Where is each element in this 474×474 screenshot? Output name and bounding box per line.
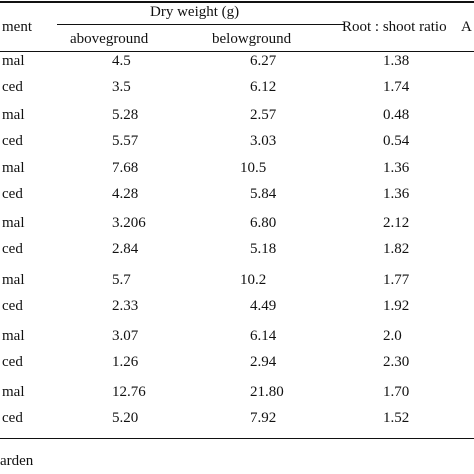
aboveground-cell: 4.5 bbox=[112, 53, 131, 69]
belowground-cell: 6.27 bbox=[250, 53, 277, 69]
bottom-rule bbox=[0, 438, 474, 439]
treatment-cell: mal bbox=[2, 272, 25, 288]
dry-weight-header: Dry weight (g) bbox=[150, 4, 240, 20]
ratio-cell: 1.92 bbox=[383, 298, 410, 314]
treatment-cell: ced bbox=[2, 241, 23, 257]
belowground-cell: 6.14 bbox=[250, 328, 277, 344]
ratio-cell: 1.38 bbox=[383, 53, 410, 69]
belowground-cell: 6.80 bbox=[250, 215, 277, 231]
treatment-cell: mal bbox=[2, 53, 25, 69]
aboveground-header: aboveground bbox=[70, 31, 149, 47]
aboveground-cell: 2.33 bbox=[112, 298, 139, 314]
treatment-cell: ced bbox=[2, 298, 23, 314]
extra-header: A bbox=[461, 19, 472, 35]
header-rule bbox=[0, 51, 474, 52]
aboveground-cell: 2.84 bbox=[112, 241, 139, 257]
ratio-cell: 1.70 bbox=[383, 384, 410, 400]
top-rule bbox=[0, 1, 474, 3]
aboveground-cell: 5.20 bbox=[112, 410, 139, 426]
ratio-cell: 0.48 bbox=[383, 107, 410, 123]
aboveground-cell: 5.28 bbox=[112, 107, 139, 123]
treatment-header: ment bbox=[2, 19, 32, 35]
treatment-cell: ced bbox=[2, 410, 23, 426]
belowground-cell: 10.5 bbox=[240, 160, 267, 176]
belowground-cell: 4.49 bbox=[250, 298, 277, 314]
aboveground-cell: 7.68 bbox=[112, 160, 139, 176]
ratio-cell: 1.52 bbox=[383, 410, 410, 426]
ratio-cell: 2.0 bbox=[383, 328, 402, 344]
belowground-header: belowground bbox=[212, 31, 292, 47]
aboveground-cell: 5.7 bbox=[112, 272, 131, 288]
treatment-cell: ced bbox=[2, 354, 23, 370]
belowground-cell: 7.92 bbox=[250, 410, 277, 426]
treatment-cell: ced bbox=[2, 79, 23, 95]
aboveground-cell: 3.5 bbox=[112, 79, 131, 95]
aboveground-cell: 4.28 bbox=[112, 186, 139, 202]
aboveground-cell: 3.206 bbox=[112, 215, 146, 231]
ratio-cell: 0.54 bbox=[383, 133, 410, 149]
aboveground-cell: 12.76 bbox=[112, 384, 146, 400]
ratio-cell: 1.36 bbox=[383, 186, 410, 202]
belowground-cell: 2.94 bbox=[250, 354, 277, 370]
treatment-cell: mal bbox=[2, 160, 25, 176]
aboveground-cell: 5.57 bbox=[112, 133, 139, 149]
belowground-cell: 5.84 bbox=[250, 186, 277, 202]
ratio-cell: 1.77 bbox=[383, 272, 410, 288]
treatment-cell: mal bbox=[2, 328, 25, 344]
ratio-cell: 1.82 bbox=[383, 241, 410, 257]
treatment-cell: mal bbox=[2, 215, 25, 231]
belowground-cell: 10.2 bbox=[240, 272, 267, 288]
aboveground-cell: 1.26 bbox=[112, 354, 139, 370]
treatment-cell: ced bbox=[2, 186, 23, 202]
treatment-cell: ced bbox=[2, 133, 23, 149]
ratio-cell: 1.74 bbox=[383, 79, 410, 95]
dry-weight-underline bbox=[57, 24, 344, 25]
belowground-cell: 3.03 bbox=[250, 133, 277, 149]
treatment-cell: mal bbox=[2, 384, 25, 400]
ratio-cell: 2.12 bbox=[383, 215, 410, 231]
ratio-cell: 2.30 bbox=[383, 354, 410, 370]
belowground-cell: 2.57 bbox=[250, 107, 277, 123]
ratio-header: Root : shoot ratio bbox=[342, 19, 447, 35]
aboveground-cell: 3.07 bbox=[112, 328, 139, 344]
belowground-cell: 6.12 bbox=[250, 79, 277, 95]
treatment-cell: mal bbox=[2, 107, 25, 123]
footnote: arden bbox=[0, 453, 34, 469]
belowground-cell: 5.18 bbox=[250, 241, 277, 257]
belowground-cell: 21.80 bbox=[250, 384, 284, 400]
ratio-cell: 1.36 bbox=[383, 160, 410, 176]
